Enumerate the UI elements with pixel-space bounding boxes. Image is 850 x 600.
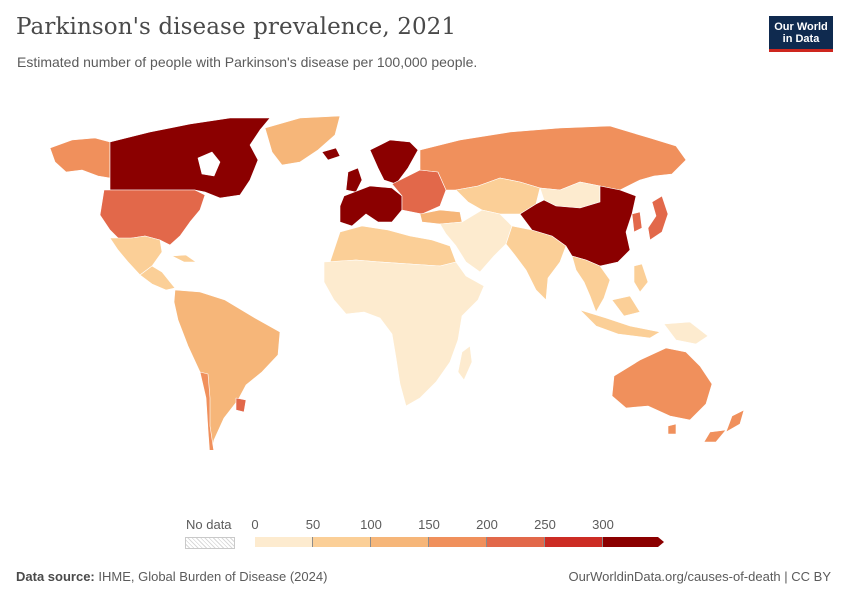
data-source: Data source: IHME, Global Burden of Dise… <box>16 569 327 584</box>
region-uk[interactable] <box>345 167 363 193</box>
logo-line-1: Our World <box>774 21 828 33</box>
region-mexico[interactable] <box>109 235 163 276</box>
owid-logo[interactable]: Our World in Data <box>769 16 833 52</box>
data-source-text[interactable]: IHME, Global Burden of Disease (2024) <box>98 569 328 584</box>
source-link[interactable]: OurWorldinData.org/causes-of-death | CC … <box>568 569 831 584</box>
legend-open-end-arrow <box>658 537 664 547</box>
region-western-europe[interactable] <box>339 185 403 227</box>
hudson-bay <box>197 151 221 177</box>
region-japan[interactable] <box>647 195 669 241</box>
region-central-america[interactable] <box>139 265 176 291</box>
legend-tick: 150 <box>418 517 440 532</box>
region-north-africa[interactable] <box>329 225 457 267</box>
chart-subtitle: Estimated number of people with Parkinso… <box>17 54 478 70</box>
legend-bin-300-plus[interactable] <box>603 537 658 547</box>
no-data-swatch[interactable] <box>185 537 235 549</box>
region-uruguay[interactable] <box>235 397 247 413</box>
region-scandinavia[interactable] <box>369 139 419 185</box>
legend-tick: 100 <box>360 517 382 532</box>
data-source-label: Data source: <box>16 569 95 584</box>
logo-line-2: in Data <box>782 33 820 45</box>
region-south-america[interactable] <box>173 289 281 450</box>
region-indonesia[interactable] <box>579 295 661 339</box>
region-canada[interactable] <box>109 117 271 199</box>
region-sub-saharan-africa[interactable] <box>323 259 485 407</box>
legend-bin-250-300[interactable] <box>545 537 603 547</box>
legend-bin-200-250[interactable] <box>487 537 545 547</box>
region-southeast-asia[interactable] <box>571 255 611 313</box>
legend-tick: 300 <box>592 517 614 532</box>
legend-bin-0-50[interactable] <box>255 537 313 547</box>
region-philippines[interactable] <box>633 263 649 293</box>
region-australia[interactable] <box>611 347 713 421</box>
region-korea[interactable] <box>631 211 643 233</box>
legend-bin-100-150[interactable] <box>371 537 429 547</box>
world-map <box>49 115 745 450</box>
region-papua-new-guinea[interactable] <box>663 321 709 345</box>
chart-title: Parkinson's disease prevalence, 2021 <box>16 14 457 40</box>
region-china[interactable] <box>519 185 637 267</box>
region-greenland[interactable] <box>264 115 341 166</box>
legend-tick: 200 <box>476 517 498 532</box>
color-legend: No data 0 50 100 150 200 250 300 <box>0 515 850 555</box>
legend-bin-150-200[interactable] <box>429 537 487 547</box>
region-alaska[interactable] <box>49 137 111 179</box>
region-chile[interactable] <box>199 371 232 450</box>
legend-tick: 0 <box>251 517 259 532</box>
region-new-zealand[interactable] <box>703 409 745 443</box>
region-russia[interactable] <box>419 125 687 191</box>
region-middle-east[interactable] <box>439 209 513 273</box>
region-madagascar[interactable] <box>457 345 473 381</box>
region-iceland[interactable] <box>321 147 341 161</box>
no-data-label: No data <box>186 517 232 532</box>
region-tasmania[interactable] <box>667 423 677 435</box>
legend-tick: 250 <box>534 517 556 532</box>
legend-bin-50-100[interactable] <box>313 537 371 547</box>
region-united-states[interactable] <box>99 189 206 246</box>
legend-tick: 50 <box>305 517 321 532</box>
region-caribbean[interactable] <box>171 254 197 263</box>
